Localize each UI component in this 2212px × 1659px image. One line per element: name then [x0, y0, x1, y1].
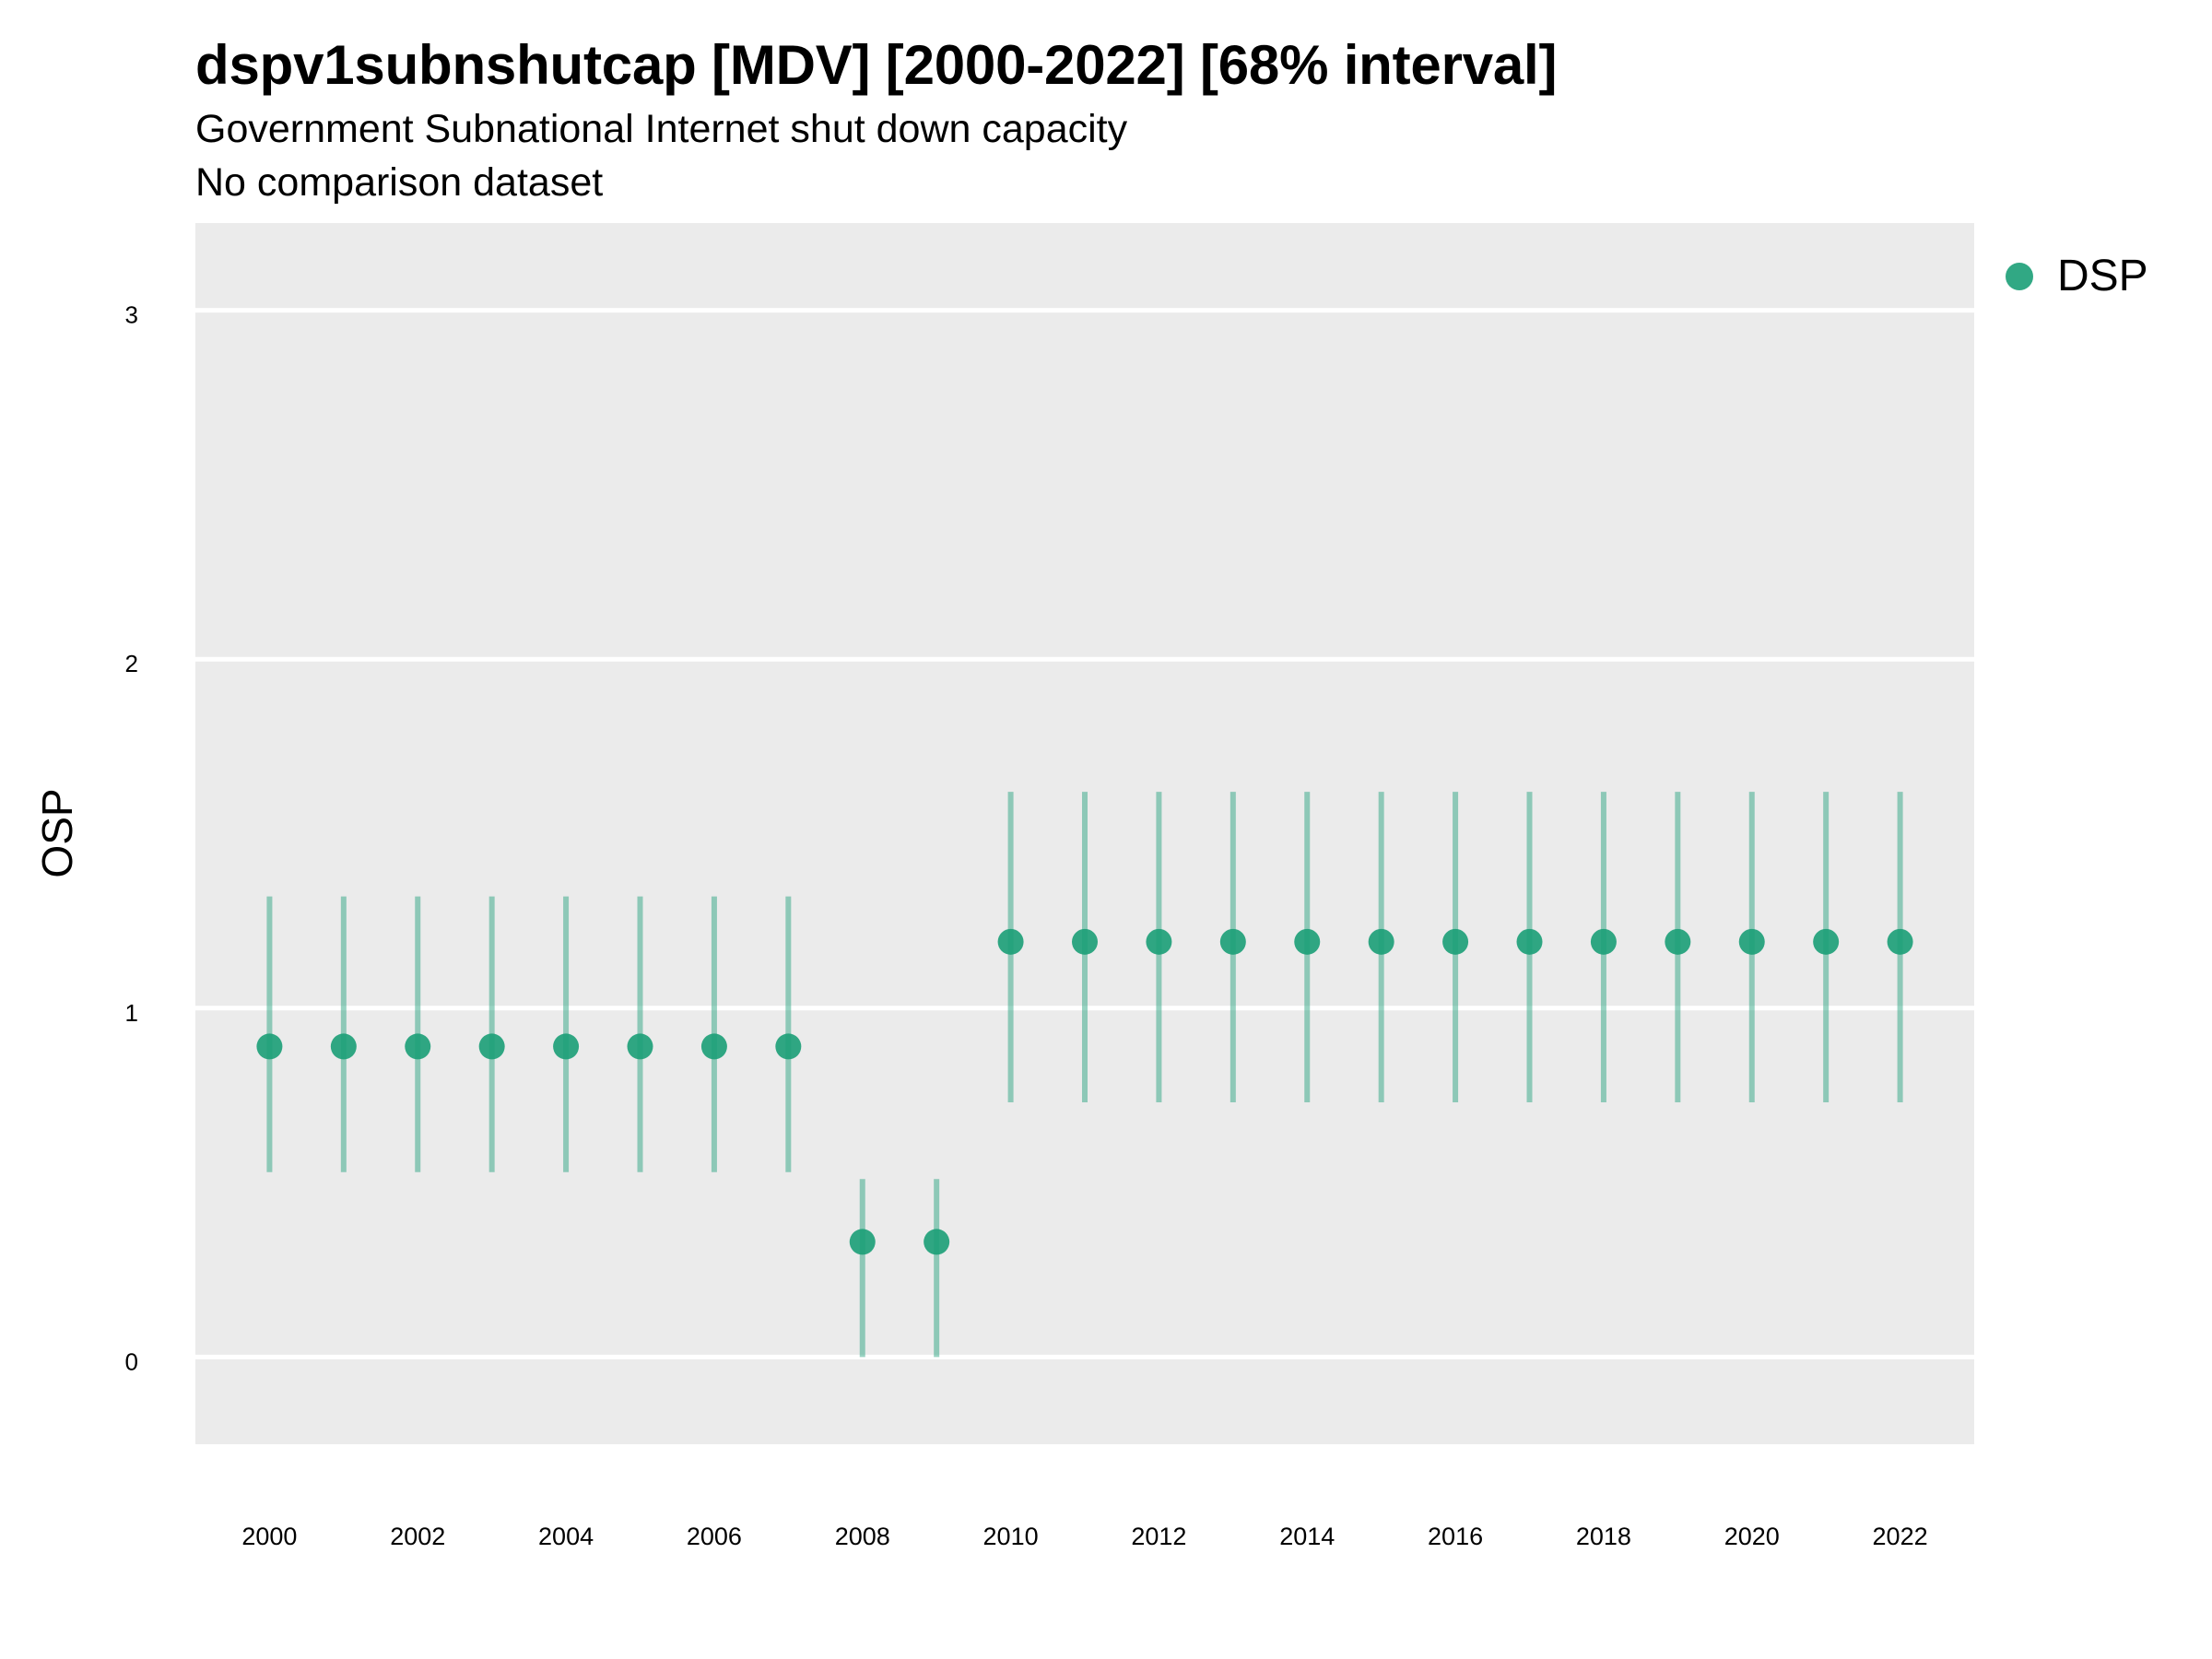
- data-point: [997, 928, 1024, 955]
- x-tick-label: 2006: [687, 1523, 742, 1550]
- data-point: [1738, 928, 1765, 955]
- y-tick-label: 2: [125, 650, 138, 677]
- y-tick-label: 1: [125, 999, 138, 1027]
- data-point: [700, 1033, 727, 1060]
- data-point: [330, 1033, 357, 1060]
- y-tick-label: 3: [125, 301, 138, 329]
- x-tick-labels: 2000 2002 2004 2006 2008 2010 2012 2014 2016 2018…: [241, 1523, 1927, 1550]
- legend-label-dsp: DSP: [2057, 252, 2148, 300]
- x-tick-label: 2000: [241, 1523, 297, 1550]
- y-tick-label: 0: [125, 1347, 138, 1375]
- x-tick-label: 2014: [1279, 1523, 1335, 1550]
- y-axis-label: OSP: [33, 788, 81, 877]
- x-tick-label: 2004: [538, 1523, 594, 1550]
- x-tick-label: 2010: [983, 1523, 1039, 1550]
- x-tick-label: 2016: [1428, 1523, 1483, 1550]
- data-points: [256, 928, 1913, 1255]
- data-point: [256, 1033, 283, 1060]
- data-point: [1072, 928, 1098, 955]
- data-point: [924, 1229, 950, 1255]
- y-tick-labels: 0 1 2 3: [125, 301, 138, 1376]
- data-point: [1516, 928, 1543, 955]
- data-point: [1294, 928, 1321, 955]
- data-point: [553, 1033, 580, 1060]
- data-point: [627, 1033, 653, 1060]
- chart-caption: No comparison dataset: [195, 160, 604, 205]
- data-point: [1368, 928, 1394, 955]
- x-tick-label: 2012: [1131, 1523, 1186, 1550]
- x-tick-label: 2008: [835, 1523, 890, 1550]
- legend-swatch-dsp: [2006, 262, 2033, 290]
- data-point: [405, 1033, 431, 1060]
- chart-subtitle: Government Subnational Internet shut dow…: [195, 107, 1128, 151]
- data-point: [1146, 928, 1172, 955]
- data-point: [849, 1229, 876, 1255]
- grid-layer: [195, 308, 1974, 1359]
- data-point: [478, 1033, 505, 1060]
- data-point: [1887, 928, 1913, 955]
- x-tick-label: 2002: [390, 1523, 445, 1550]
- plot-panel: [195, 223, 1974, 1444]
- x-tick-label: 2018: [1576, 1523, 1631, 1550]
- data-point: [775, 1033, 802, 1060]
- legend: DSP: [2006, 251, 2148, 301]
- data-point: [1813, 928, 1840, 955]
- data-point: [1665, 928, 1691, 955]
- data-point: [1590, 928, 1617, 955]
- data-point: [1219, 928, 1246, 955]
- x-tick-label: 2020: [1724, 1523, 1780, 1550]
- data-point: [1442, 928, 1469, 955]
- x-tick-label: 2022: [1873, 1523, 1928, 1550]
- chart-title: dspv1subnshutcap [MDV] [2000-2022] [68% …: [195, 34, 1558, 96]
